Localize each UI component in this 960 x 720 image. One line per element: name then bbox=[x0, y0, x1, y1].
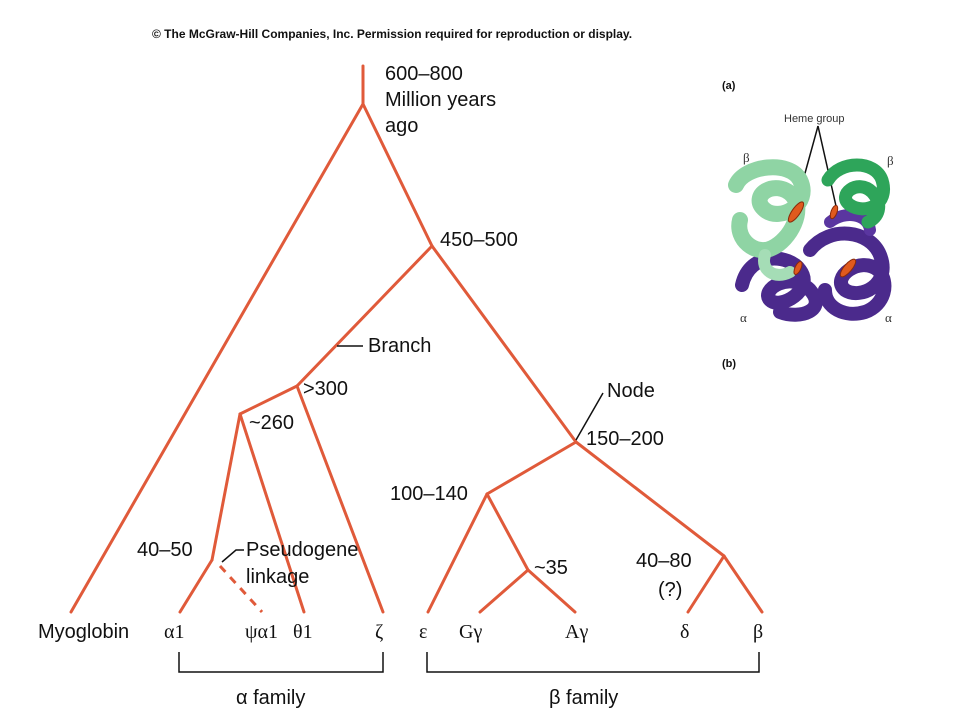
node-pointer-line bbox=[575, 392, 604, 441]
alpha-chain-left-label: α bbox=[740, 310, 747, 325]
node-label-100-140: 100–140 bbox=[390, 483, 468, 505]
root-time-line1: 600–800 bbox=[385, 63, 463, 85]
heme-group-1 bbox=[787, 201, 805, 223]
leaf-epsilon: ε bbox=[419, 621, 427, 643]
beta-chain-left-label: β bbox=[743, 150, 750, 165]
root-time-line2: Million years bbox=[385, 89, 496, 111]
node-label-40-80: 40–80 bbox=[636, 550, 692, 572]
root-time-line3: ago bbox=[385, 115, 418, 137]
pseudogene-annotation-line1: Pseudogene bbox=[246, 539, 358, 561]
branch-150-to-100 bbox=[485, 440, 578, 496]
node-label-300: >300 bbox=[303, 378, 348, 400]
branch-theta1 bbox=[238, 412, 306, 614]
branch-root-to-450 bbox=[361, 102, 434, 248]
beta-chain-left bbox=[728, 159, 811, 258]
leaf-myoglobin: Myoglobin bbox=[38, 621, 129, 643]
hemoglobin-inset: (a) (b) Heme group β β α α bbox=[722, 80, 894, 370]
heme-group-4 bbox=[839, 258, 857, 278]
branch-myoglobin bbox=[69, 102, 365, 614]
leaf-alpha1: α1 bbox=[164, 621, 184, 643]
node-label-150-200: 150–200 bbox=[586, 428, 664, 450]
leaf-agamma: Aγ bbox=[565, 621, 588, 643]
leaf-beta: β bbox=[753, 621, 763, 643]
beta-chain-right-label: β bbox=[887, 153, 894, 168]
alpha-chain-left bbox=[735, 251, 823, 322]
copyright-notice: © The McGraw-Hill Companies, Inc. Permis… bbox=[152, 27, 632, 41]
node-annotation: Node bbox=[607, 380, 655, 402]
alpha-chain-right bbox=[803, 226, 892, 321]
node-label-450-500: 450–500 bbox=[440, 229, 518, 251]
branch-beta bbox=[722, 554, 764, 614]
beta-chain-right bbox=[821, 158, 890, 229]
hemoglobin-molecule bbox=[728, 158, 892, 322]
pseudogene-annotation-line2: linkage bbox=[246, 566, 309, 588]
leaf-zeta: ζ bbox=[375, 621, 383, 643]
panel-b-label: (b) bbox=[722, 358, 736, 370]
node-label-260: ~260 bbox=[249, 412, 294, 434]
pseudogene-pointer-line bbox=[221, 549, 244, 563]
branch-300-to-260 bbox=[238, 384, 299, 416]
branch-epsilon bbox=[426, 492, 489, 614]
branch-psialpha1-dashed bbox=[218, 564, 264, 614]
node-label-40-50: 40–50 bbox=[137, 539, 193, 561]
alpha-family-label: α family bbox=[236, 687, 305, 709]
leaf-delta: δ bbox=[680, 621, 689, 643]
panel-a-label: (a) bbox=[722, 80, 736, 92]
branch-delta bbox=[686, 554, 726, 614]
branch-260-to-40-50 bbox=[210, 412, 242, 562]
branch-annotation: Branch bbox=[368, 335, 431, 357]
beta-chain-left-tail bbox=[758, 249, 796, 281]
heme-group-label: Heme group bbox=[784, 113, 845, 125]
beta-family-bracket bbox=[426, 652, 760, 673]
heme-pointer-right bbox=[817, 125, 837, 207]
beta-family-label: β family bbox=[549, 687, 618, 709]
node-label-35: ~35 bbox=[534, 557, 568, 579]
heme-group-3 bbox=[793, 261, 803, 275]
leaf-psialpha1: ψα1 bbox=[245, 621, 278, 643]
alpha-chain-right-label: α bbox=[885, 310, 892, 325]
alpha-family-bracket bbox=[178, 652, 384, 673]
branch-100-to-35 bbox=[485, 492, 530, 572]
node-label-40-80-uncertain: (?) bbox=[658, 579, 682, 601]
branch-agamma bbox=[526, 568, 577, 614]
leaf-theta1: θ1 bbox=[293, 621, 313, 643]
branch-450-to-150 bbox=[430, 244, 578, 444]
branch-150-to-40-80 bbox=[574, 440, 726, 558]
heme-group-2 bbox=[829, 204, 839, 220]
branch-alpha1 bbox=[178, 558, 214, 614]
branch-ggamma bbox=[478, 568, 530, 614]
branch-450-to-300 bbox=[295, 244, 434, 388]
leaf-ggamma: Gγ bbox=[459, 621, 482, 643]
tree-branches bbox=[69, 64, 764, 614]
branch-zeta bbox=[295, 384, 385, 614]
